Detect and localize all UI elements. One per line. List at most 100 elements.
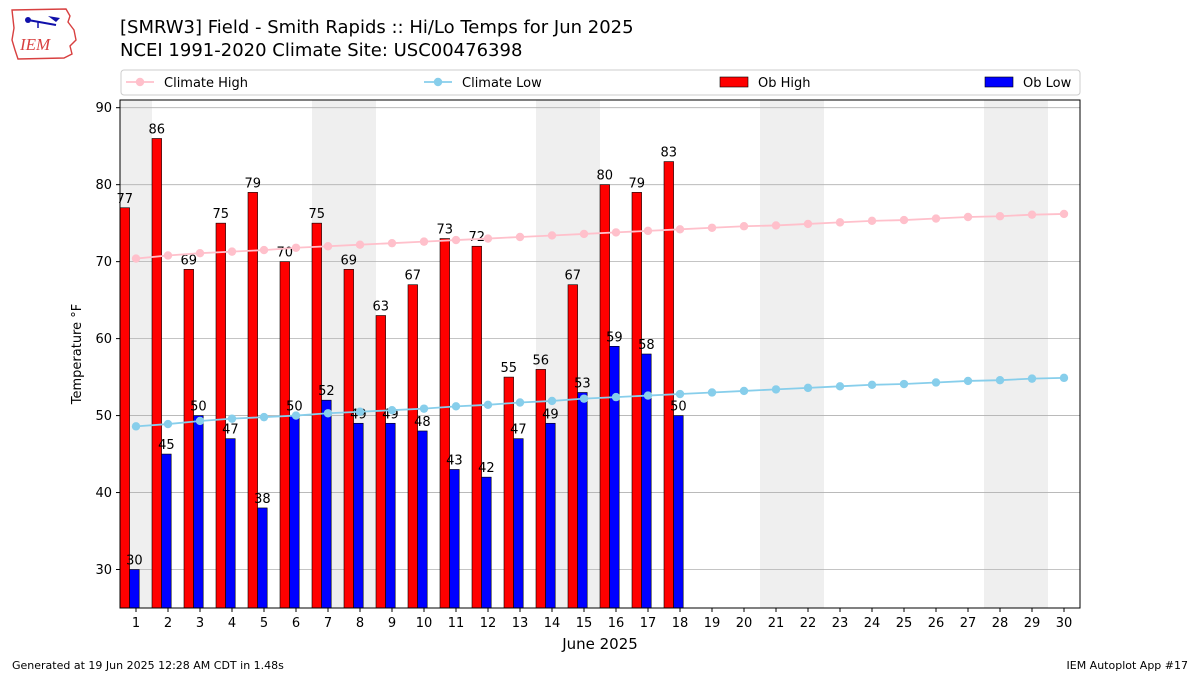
ob-low-bar-day-3 — [193, 415, 204, 609]
climate-low-point-day-8 — [355, 407, 365, 416]
ob-low-bar-day-11 — [449, 469, 460, 609]
y-tick-label-60: 60 — [95, 332, 112, 347]
ob-high-legend-swatch — [719, 76, 749, 88]
logo-text: IEM — [19, 35, 51, 54]
climate-high-point-day-1 — [131, 254, 141, 263]
climate-low-point-day-13 — [515, 398, 525, 407]
ob-low-bar-day-12 — [481, 476, 492, 609]
ob-low-bar-day-10 — [417, 430, 428, 609]
climate-high-legend-label: Climate High — [164, 76, 248, 91]
climate-low-point-day-15 — [579, 394, 589, 403]
iem-logo: IEM — [11, 8, 77, 60]
ob-high-bar-day-7 — [311, 222, 322, 609]
ob-high-label-day-12: 72 — [469, 230, 486, 245]
x-tick-label-11: 11 — [448, 616, 465, 631]
climate-high-point-day-19 — [707, 223, 717, 232]
x-tick-label-30: 30 — [1056, 616, 1073, 631]
climate-high-line — [135, 213, 1065, 260]
generated-timestamp: Generated at 19 Jun 2025 12:28 AM CDT in… — [12, 659, 284, 672]
climate-low-point-day-30 — [1059, 373, 1069, 383]
climate-low-point-day-14 — [547, 396, 557, 406]
ob-low-label-day-15: 53 — [574, 376, 591, 391]
ob-high-label-day-5: 79 — [245, 176, 262, 191]
climate-low-point-day-18 — [675, 389, 685, 399]
ob-low-label-day-14: 49 — [542, 407, 559, 422]
climate-low-point-day-10 — [419, 404, 429, 413]
ob-low-label-day-12: 42 — [478, 461, 495, 476]
ob-high-label-day-14: 56 — [533, 353, 550, 368]
climate-low-point-day-11 — [451, 402, 461, 411]
ob-high-label-day-18: 83 — [661, 146, 678, 161]
climate-high-point-day-30 — [1059, 209, 1069, 219]
climate-high-point-day-26 — [931, 214, 941, 223]
climate-high-point-day-3 — [195, 248, 205, 258]
climate-low-legend-marker — [433, 77, 443, 87]
climate-low-point-day-26 — [931, 378, 941, 387]
climate-low-point-day-7 — [323, 409, 333, 418]
ob-low-label-day-3: 50 — [190, 400, 207, 415]
x-tick-label-25: 25 — [896, 616, 913, 631]
climate-low-point-day-24 — [867, 380, 877, 389]
x-tick-label-27: 27 — [960, 616, 977, 631]
climate-high-point-day-22 — [803, 219, 813, 229]
x-axis-label: June 2025 — [561, 635, 638, 653]
ob-high-bar-day-9 — [375, 315, 386, 609]
ob-low-bar-day-15 — [577, 392, 588, 609]
ob-high-bar-day-18 — [663, 161, 674, 609]
climate-high-point-day-10 — [419, 237, 429, 246]
ob-high-label-day-15: 67 — [565, 269, 582, 284]
x-tick-label-4: 4 — [228, 616, 236, 631]
x-tick-label-1: 1 — [132, 616, 140, 631]
ob-low-bar-day-9 — [385, 422, 396, 609]
climate-high-point-day-28 — [995, 212, 1005, 221]
weekend-band-day-22 — [792, 100, 824, 608]
ob-low-bar-day-14 — [545, 422, 556, 609]
x-tick-label-22: 22 — [800, 616, 817, 631]
ob-high-label-day-1: 77 — [117, 192, 134, 207]
x-tick-label-10: 10 — [416, 616, 433, 631]
plot-frame — [119, 99, 1081, 609]
climate-high-point-day-9 — [387, 238, 397, 248]
climate-high-point-day-11 — [451, 235, 461, 245]
ob-high-bar-day-15 — [567, 284, 578, 609]
ob-high-bar-day-16 — [599, 184, 610, 609]
y-tick-label-50: 50 — [95, 409, 112, 424]
ob-high-bar-day-12 — [471, 245, 482, 609]
ob-low-label-day-10: 48 — [414, 415, 431, 430]
ob-high-bar-day-3 — [183, 269, 194, 609]
climate-low-point-day-29 — [1027, 374, 1037, 383]
weekend-band-day-21 — [760, 100, 792, 608]
ob-low-label-day-18: 50 — [670, 400, 687, 415]
ob-low-legend-swatch — [984, 76, 1014, 88]
ob-high-legend-label: Ob High — [758, 76, 811, 91]
climate-low-line — [135, 376, 1065, 428]
ob-high-label-day-2: 86 — [149, 122, 166, 137]
climate-low-point-day-4 — [227, 414, 237, 423]
y-axis-label: Temperature °F — [70, 304, 85, 405]
x-tick-label-13: 13 — [512, 616, 529, 631]
x-tick-label-18: 18 — [672, 616, 689, 631]
x-tick-label-5: 5 — [260, 616, 268, 631]
ob-high-label-day-16: 80 — [597, 169, 614, 184]
climate-high-point-day-25 — [899, 215, 909, 225]
ob-high-bar-day-8 — [343, 269, 354, 609]
ob-high-bar-day-2 — [151, 138, 162, 609]
ob-low-label-day-2: 45 — [158, 438, 175, 453]
chart-title: [SMRW3] Field - Smith Rapids :: Hi/Lo Te… — [120, 17, 634, 38]
climate-high-legend-marker — [135, 77, 145, 87]
x-tick-label-29: 29 — [1024, 616, 1041, 631]
climate-low-point-day-23 — [835, 382, 845, 391]
x-tick-label-24: 24 — [864, 616, 881, 631]
ob-high-bar-day-13 — [503, 376, 514, 609]
ob-high-label-day-4: 75 — [213, 207, 230, 222]
climate-high-point-day-12 — [483, 234, 493, 243]
ob-low-label-day-11: 43 — [446, 453, 463, 468]
ob-low-bar-day-7 — [321, 399, 332, 609]
x-tick-label-17: 17 — [640, 616, 657, 631]
climate-high-point-day-4 — [227, 247, 237, 256]
x-tick-label-7: 7 — [324, 616, 332, 631]
x-tick-label-16: 16 — [608, 616, 625, 631]
weekend-band-day-28 — [984, 100, 1016, 608]
climate-high-point-day-15 — [579, 229, 589, 239]
